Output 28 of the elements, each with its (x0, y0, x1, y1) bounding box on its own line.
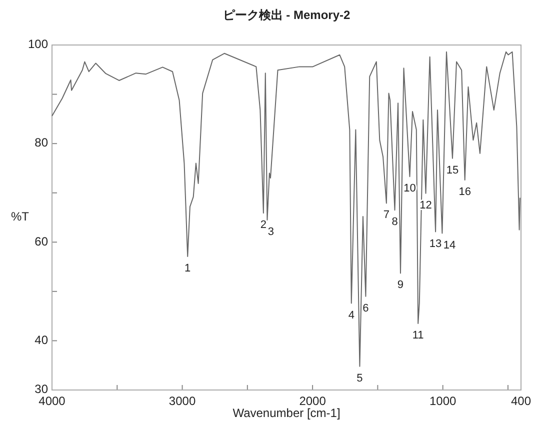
annotation: 16 (458, 186, 471, 198)
annotation: 13 (429, 238, 442, 250)
y-tick-label: 100 (28, 37, 48, 52)
y-tick-label: 60 (34, 234, 48, 248)
annotation: 4 (348, 309, 354, 322)
annotation: 8 (392, 216, 398, 228)
annotation: 11 (412, 329, 424, 342)
x-tick-label: 2000 (299, 394, 326, 408)
y-axis-title: %T (11, 210, 30, 224)
x-tick-label: 1000 (429, 394, 457, 408)
annotation: 3 (268, 226, 274, 238)
annotation: 9 (397, 279, 404, 292)
x-tick-label: 400 (510, 394, 532, 408)
y-tick-label: 80 (34, 136, 48, 150)
x-tick-label: 4000 (38, 394, 66, 408)
x-tick-label: 3000 (168, 394, 196, 408)
chart-title: ピーク検出 - Memory-2 (222, 8, 350, 22)
y-tick-label: 30 (34, 382, 48, 396)
annotation: 6 (362, 302, 369, 314)
annotation: 1 (184, 262, 191, 274)
annotation: 7 (383, 209, 390, 222)
annotation: 2 (260, 219, 267, 232)
annotation: 5 (356, 372, 363, 384)
y-tick-label: 40 (34, 332, 48, 347)
annotation: 10 (404, 182, 416, 195)
x-axis-title: Wavenumber [cm-1] (232, 406, 340, 420)
annotation: 15 (446, 164, 459, 176)
annotation: 14 (443, 239, 456, 252)
